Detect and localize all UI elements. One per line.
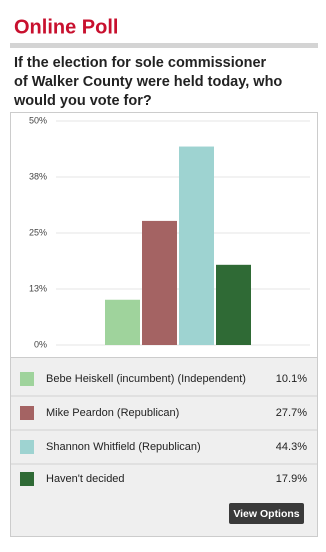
y-tick-label: 38% <box>29 171 47 181</box>
value-label: 17.9% <box>276 473 307 485</box>
y-tick-label: 13% <box>29 283 47 293</box>
legend-label: Haven't decided <box>46 473 125 485</box>
legend-swatch <box>20 472 34 486</box>
view-options-button[interactable] <box>229 503 304 524</box>
legend-swatch <box>20 406 34 420</box>
poll-question: If the election for sole commissioner of… <box>13 55 286 109</box>
legend-label: Bebe Heiskell (incumbent) (Independent) <box>46 373 246 385</box>
legend-label: Mike Peardon (Republican) <box>46 407 179 419</box>
y-tick-label: 0% <box>34 339 47 349</box>
y-tick-label: 50% <box>29 115 47 125</box>
question-line: would you vote for? <box>13 93 152 109</box>
legend-swatch <box>20 440 34 454</box>
question-line: If the election for sole commissioner <box>14 55 267 71</box>
question-line: of Walker County were held today, who <box>14 74 282 90</box>
legend-label: Shannon Whitfield (Republican) <box>46 441 201 453</box>
legend-swatch <box>20 372 34 386</box>
poll-title: Online Poll <box>14 16 118 38</box>
value-label: 27.7% <box>276 407 307 419</box>
button-label[interactable]: View Options <box>233 508 299 520</box>
bar <box>179 146 214 345</box>
bar <box>142 220 177 345</box>
bar <box>105 299 140 345</box>
value-label: 10.1% <box>276 373 307 385</box>
header-rule <box>10 43 318 48</box>
value-label: 44.3% <box>276 441 307 453</box>
bar <box>216 264 251 345</box>
y-tick-label: 25% <box>29 227 47 237</box>
